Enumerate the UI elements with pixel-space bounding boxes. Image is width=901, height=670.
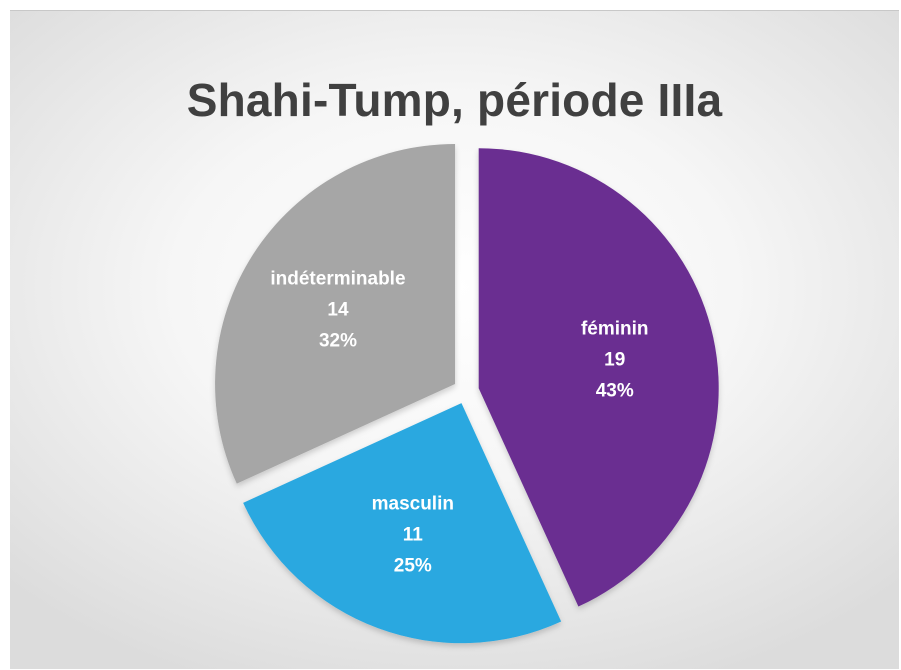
pie-chart: féminin 19 43% masculin 11 25% indéterminable 1… <box>215 143 719 644</box>
data-label-féminin: féminin 19 43% <box>581 319 649 402</box>
slice-label-value: 14 <box>327 300 349 321</box>
data-label-indéterminable: indéterminable 14 32% <box>270 269 405 352</box>
slice-label-name: masculin <box>372 494 454 515</box>
chart-area: Shahi-Tump, période IIIa féminin 19 43% mas… <box>10 10 899 669</box>
slice-label-percent: 25% <box>394 556 432 577</box>
data-label-masculin: masculin 11 25% <box>372 494 454 577</box>
slice-label-name: féminin <box>581 319 649 340</box>
pie-slice-masculin <box>243 403 562 644</box>
pie-slice-féminin <box>478 148 719 607</box>
slice-label-percent: 43% <box>596 381 634 402</box>
pie-slice-indéterminable <box>215 143 456 484</box>
slice-label-name: indéterminable <box>270 269 405 290</box>
chart-title: Shahi-Tump, période IIIa <box>186 74 723 126</box>
slice-label-percent: 32% <box>319 331 357 352</box>
slice-label-value: 19 <box>604 350 625 371</box>
slice-label-value: 11 <box>403 525 424 546</box>
